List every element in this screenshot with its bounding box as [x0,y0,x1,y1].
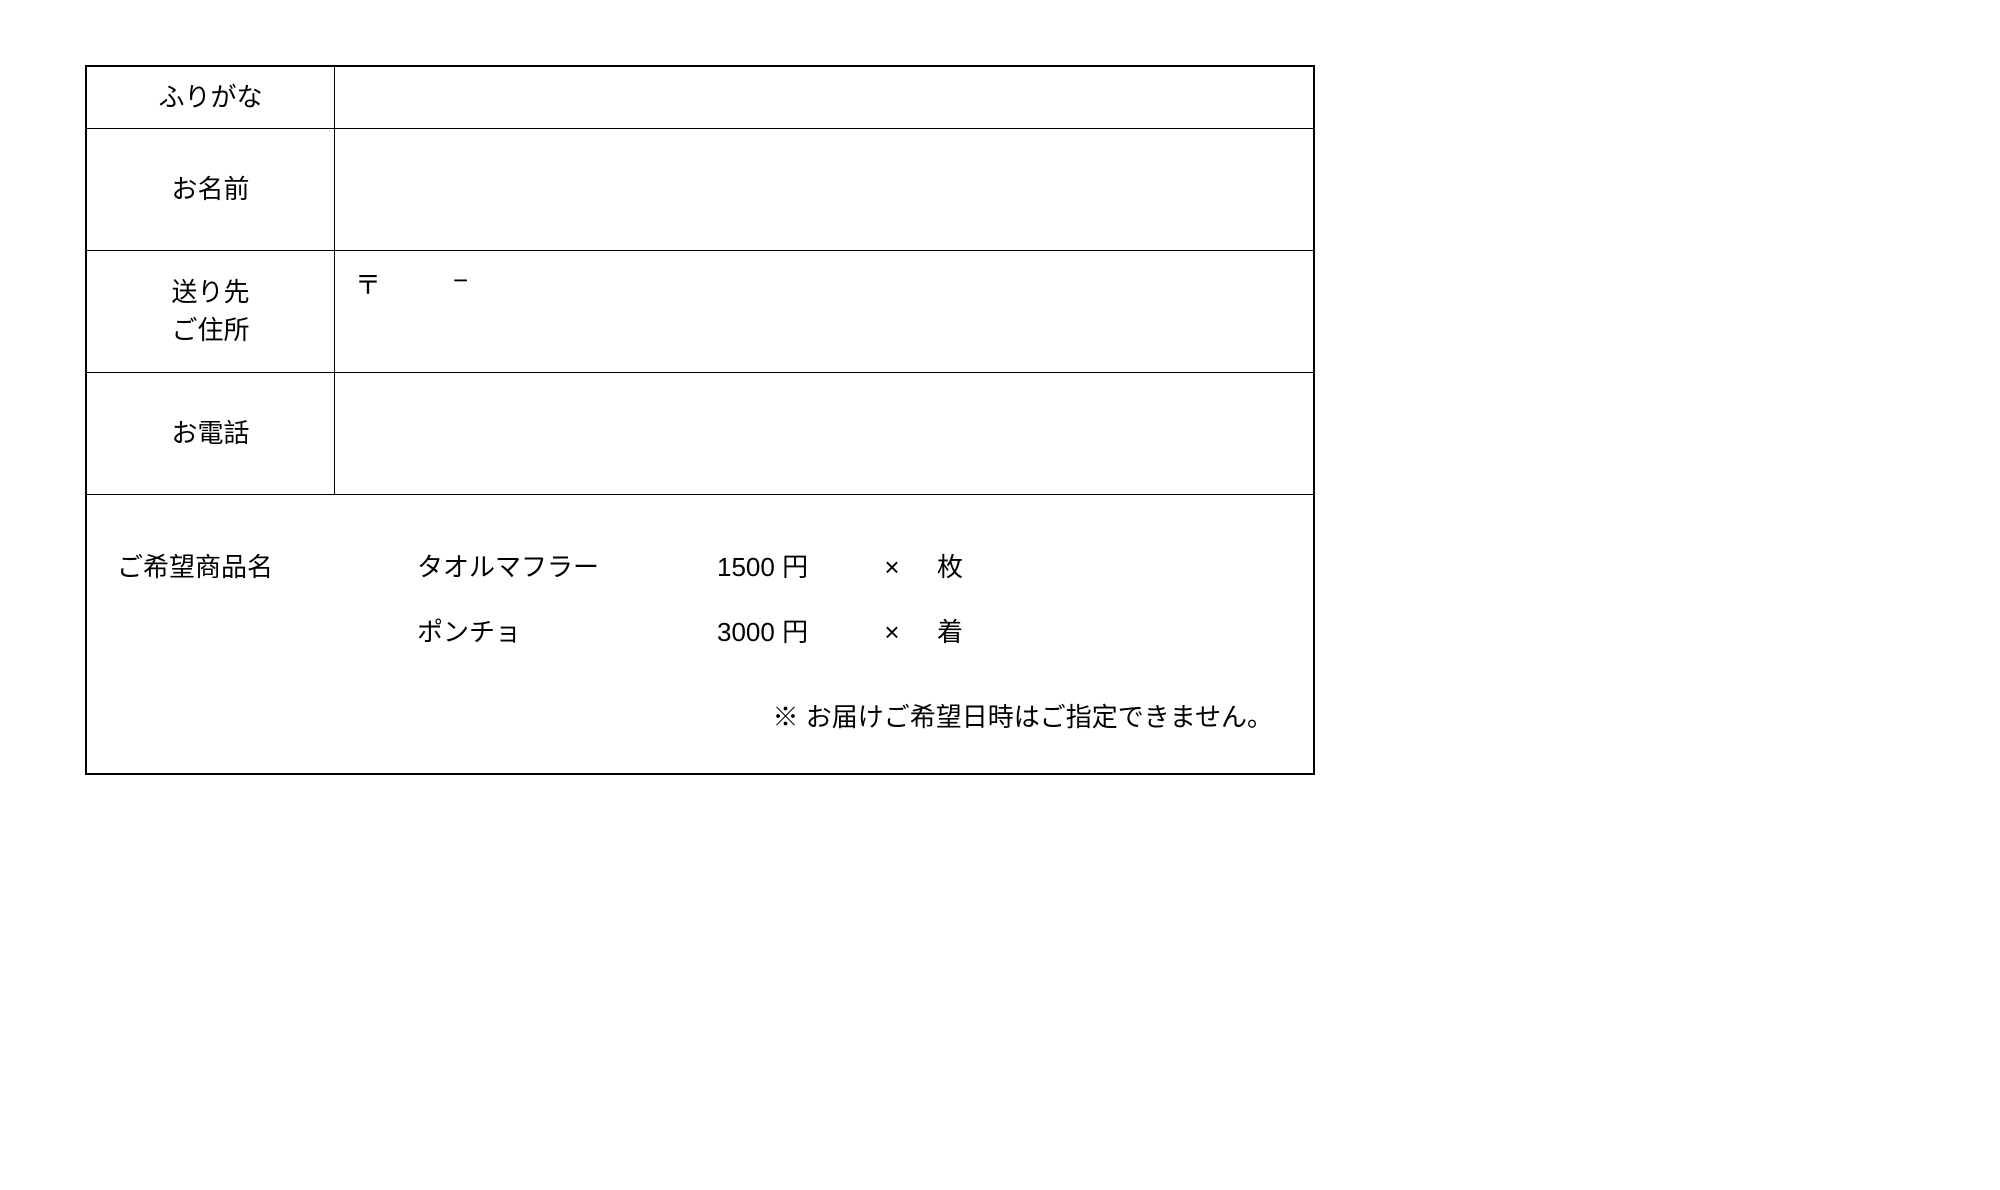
delivery-note: ※ お届けご希望日時はご指定できません。 [117,697,1283,734]
product-1-name: タオルマフラー [417,547,717,584]
order-form-table: ふりがな お名前 送り先 ご住所 〒 − お電話 ご希望商品名 タオルマフラー … [85,65,1315,775]
postal-mark: 〒 [355,265,381,302]
phone-label: お電話 [87,373,335,494]
row-name: お名前 [87,129,1313,251]
product-2-mult: × [847,617,937,648]
product-line-2: ポンチョ 3000 円 × 着 [117,612,1283,649]
address-label: 送り先 ご住所 [87,251,335,372]
product-2-name: ポンチョ [417,612,717,649]
product-1-price: 1500 円 [717,547,847,584]
product-1-counter: 枚 [937,547,1037,584]
furigana-value[interactable] [335,67,1313,128]
row-phone: お電話 [87,373,1313,495]
phone-value[interactable] [335,373,1313,494]
row-products: ご希望商品名 タオルマフラー 1500 円 × 枚 ポンチョ 3000 円 × … [87,495,1313,773]
postal-dash: − [453,265,468,296]
address-value[interactable]: 〒 − [335,251,1313,372]
product-2-counter: 着 [937,612,1037,649]
row-address: 送り先 ご住所 〒 − [87,251,1313,373]
products-label: ご希望商品名 [117,547,417,584]
row-furigana: ふりがな [87,67,1313,129]
name-value[interactable] [335,129,1313,250]
product-1-mult: × [847,552,937,583]
name-label: お名前 [87,129,335,250]
product-2-price: 3000 円 [717,612,847,649]
furigana-label: ふりがな [87,67,335,128]
product-line-1: ご希望商品名 タオルマフラー 1500 円 × 枚 [117,547,1283,584]
products-section: ご希望商品名 タオルマフラー 1500 円 × 枚 ポンチョ 3000 円 × … [87,495,1313,773]
